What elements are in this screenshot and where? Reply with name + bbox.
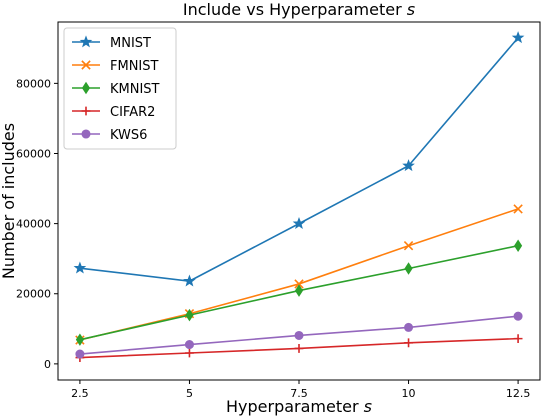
legend-label: KWS6: [110, 128, 147, 143]
y-tick-label: 20000: [16, 288, 51, 301]
legend-marker: [81, 106, 91, 116]
data-point-mnist: [402, 159, 415, 172]
legend-item-kmnist: KMNIST: [72, 81, 160, 97]
legend-label: FMNIST: [110, 59, 159, 74]
chart-title-group: Include vs Hyperparameter s: [183, 0, 415, 19]
chart-title: Include vs Hyperparameter s: [183, 0, 415, 19]
y-tick-label: 80000: [16, 77, 51, 90]
x-axis: 2.5 5 7.5 10 12.5: [71, 380, 530, 400]
x-tick-label: 10: [402, 387, 416, 400]
data-point-mnist: [292, 216, 306, 229]
data-point-cifar2: [404, 338, 413, 348]
data-point-kws6: [404, 322, 414, 332]
data-point-kmnist: [75, 333, 84, 346]
data-point-mnist: [73, 261, 87, 274]
data-point-kws6: [513, 311, 523, 321]
x-axis-label: Hyperparameter s: [226, 397, 372, 416]
legend-item-mnist: MNIST: [72, 35, 151, 51]
chart-title-main: Include vs Hyperparameter: [183, 0, 407, 19]
data-point-fmnist: [513, 204, 523, 214]
legend-label: MNIST: [110, 36, 151, 51]
data-point-kmnist: [185, 308, 194, 322]
x-tick-label: 5: [186, 387, 193, 400]
y-tick-label: 60000: [16, 147, 51, 160]
data-point-cifar2: [513, 334, 523, 344]
y-tick-label: 0: [44, 358, 51, 371]
data-point-kws6: [75, 349, 85, 359]
x-tick-label: 2.5: [71, 387, 89, 400]
legend-box: [63, 27, 177, 150]
legend-marker: [81, 129, 91, 139]
data-point-mnist: [511, 31, 525, 44]
x-axis-label-main: Hyperparameter: [226, 397, 364, 416]
y-tick-label: 40000: [16, 218, 51, 231]
data-point-fmnist: [403, 241, 414, 251]
x-axis-label-variable: s: [364, 397, 372, 416]
legend-label: CIFAR2: [110, 105, 155, 120]
legend-item-kws6: KWS6: [72, 128, 147, 143]
data-point-cifar2: [185, 348, 194, 358]
data-point-kmnist: [404, 262, 413, 275]
series-line-fmnist: [79, 208, 519, 341]
series-layer: [73, 31, 525, 362]
y-axis-label: Number of includes: [0, 123, 18, 279]
legend-marker: [81, 81, 91, 95]
data-point-kws6: [294, 330, 304, 340]
data-point-kmnist: [294, 284, 304, 297]
legend-marker: [79, 35, 93, 48]
legend-item-cifar2: CIFAR2: [72, 105, 155, 120]
legend-item-fmnist: FMNIST: [72, 59, 159, 74]
legend: MNIST FMNIST KMNIST CIFAR2 KWS6: [63, 27, 177, 150]
series-kws6: [75, 311, 523, 359]
y-axis: 0 20000 40000 60000 80000: [16, 77, 58, 371]
chart-title-variable: s: [407, 0, 415, 19]
axis-labels: Hyperparameter s Number of includes: [0, 123, 372, 416]
series-kmnist: [75, 239, 523, 346]
series-mnist: [73, 31, 525, 287]
x-tick-label: 12.5: [506, 387, 531, 400]
x-tick-label: 7.5: [290, 387, 308, 400]
data-point-fmnist: [294, 279, 304, 289]
data-point-kws6: [184, 340, 194, 350]
data-point-kmnist: [514, 239, 523, 252]
data-point-mnist: [183, 274, 196, 287]
data-point-cifar2: [294, 344, 304, 353]
legend-marker: [81, 60, 91, 70]
legend-label: KMNIST: [110, 82, 160, 97]
